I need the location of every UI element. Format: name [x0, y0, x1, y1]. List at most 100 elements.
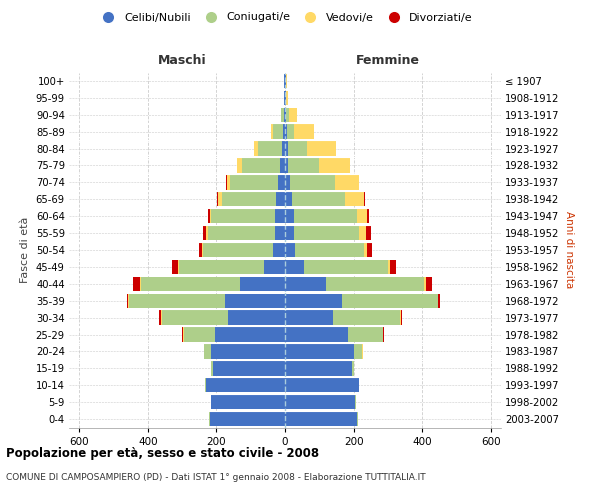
Bar	[285, 226, 293, 240]
Bar	[159, 310, 161, 325]
Bar	[209, 209, 211, 224]
Bar	[285, 108, 286, 122]
Bar	[275, 209, 285, 224]
Bar	[281, 108, 284, 122]
Bar	[285, 158, 289, 172]
Bar	[285, 192, 292, 206]
Bar	[285, 243, 295, 257]
Text: Maschi: Maschi	[158, 54, 206, 68]
Bar	[364, 243, 367, 257]
Bar	[179, 260, 265, 274]
Bar	[215, 328, 285, 342]
Bar	[326, 276, 424, 291]
Legend: Celibi/Nubili, Coniugati/e, Vedovi/e, Divorziati/e: Celibi/Nubili, Coniugati/e, Vedovi/e, Di…	[93, 8, 477, 27]
Bar	[227, 175, 230, 190]
Bar	[425, 276, 433, 291]
Bar	[364, 192, 365, 206]
Bar	[178, 260, 179, 274]
Bar	[281, 142, 285, 156]
Bar	[352, 361, 353, 376]
Bar	[359, 226, 365, 240]
Bar	[206, 226, 208, 240]
Bar	[183, 328, 184, 342]
Bar	[226, 175, 227, 190]
Bar	[319, 158, 350, 172]
Bar	[229, 310, 285, 325]
Bar	[205, 344, 211, 358]
Bar	[401, 310, 402, 325]
Bar	[273, 243, 285, 257]
Bar	[133, 276, 140, 291]
Bar	[127, 294, 128, 308]
Bar	[400, 310, 401, 325]
Bar	[277, 192, 285, 206]
Bar	[295, 243, 364, 257]
Bar	[285, 344, 353, 358]
Bar	[211, 209, 275, 224]
Bar	[278, 175, 285, 190]
Bar	[141, 276, 241, 291]
Bar	[437, 294, 438, 308]
Bar	[335, 175, 359, 190]
Bar	[182, 328, 183, 342]
Bar	[285, 142, 288, 156]
Bar	[349, 328, 383, 342]
Y-axis label: Anni di nascita: Anni di nascita	[563, 212, 574, 288]
Bar	[204, 344, 205, 358]
Bar	[128, 294, 129, 308]
Bar	[284, 108, 285, 122]
Bar	[284, 90, 285, 105]
Bar	[211, 344, 285, 358]
Bar	[424, 276, 425, 291]
Bar	[184, 328, 215, 342]
Bar	[221, 192, 277, 206]
Bar	[355, 395, 356, 409]
Bar	[345, 192, 364, 206]
Bar	[365, 226, 371, 240]
Bar	[285, 276, 326, 291]
Text: Femmine: Femmine	[356, 54, 420, 68]
Bar	[293, 226, 359, 240]
Bar	[288, 142, 307, 156]
Bar	[230, 175, 278, 190]
Bar	[383, 328, 384, 342]
Bar	[289, 158, 319, 172]
Bar	[280, 158, 285, 172]
Bar	[285, 90, 286, 105]
Bar	[203, 226, 206, 240]
Bar	[357, 412, 358, 426]
Bar	[283, 124, 285, 139]
Bar	[199, 243, 202, 257]
Bar	[218, 192, 221, 206]
Bar	[287, 124, 293, 139]
Bar	[367, 209, 369, 224]
Bar	[285, 378, 359, 392]
Bar	[290, 175, 335, 190]
Bar	[273, 124, 283, 139]
Bar	[172, 260, 178, 274]
Bar	[241, 276, 285, 291]
Bar	[285, 328, 349, 342]
Bar	[285, 124, 287, 139]
Bar	[265, 260, 285, 274]
Bar	[357, 209, 367, 224]
Bar	[285, 412, 357, 426]
Bar	[209, 412, 285, 426]
Bar	[237, 158, 242, 172]
Y-axis label: Fasce di età: Fasce di età	[20, 217, 30, 283]
Bar	[257, 142, 281, 156]
Bar	[213, 361, 285, 376]
Bar	[353, 344, 362, 358]
Bar	[285, 209, 293, 224]
Bar	[285, 260, 304, 274]
Bar	[285, 74, 286, 88]
Bar	[285, 294, 341, 308]
Bar	[389, 260, 397, 274]
Bar	[208, 209, 209, 224]
Bar	[285, 310, 333, 325]
Bar	[217, 192, 218, 206]
Bar	[341, 294, 437, 308]
Text: COMUNE DI CAMPOSAMPIERO (PD) - Dati ISTAT 1° gennaio 2008 - Elaborazione TUTTITA: COMUNE DI CAMPOSAMPIERO (PD) - Dati ISTA…	[6, 472, 425, 482]
Bar	[129, 294, 225, 308]
Bar	[161, 310, 229, 325]
